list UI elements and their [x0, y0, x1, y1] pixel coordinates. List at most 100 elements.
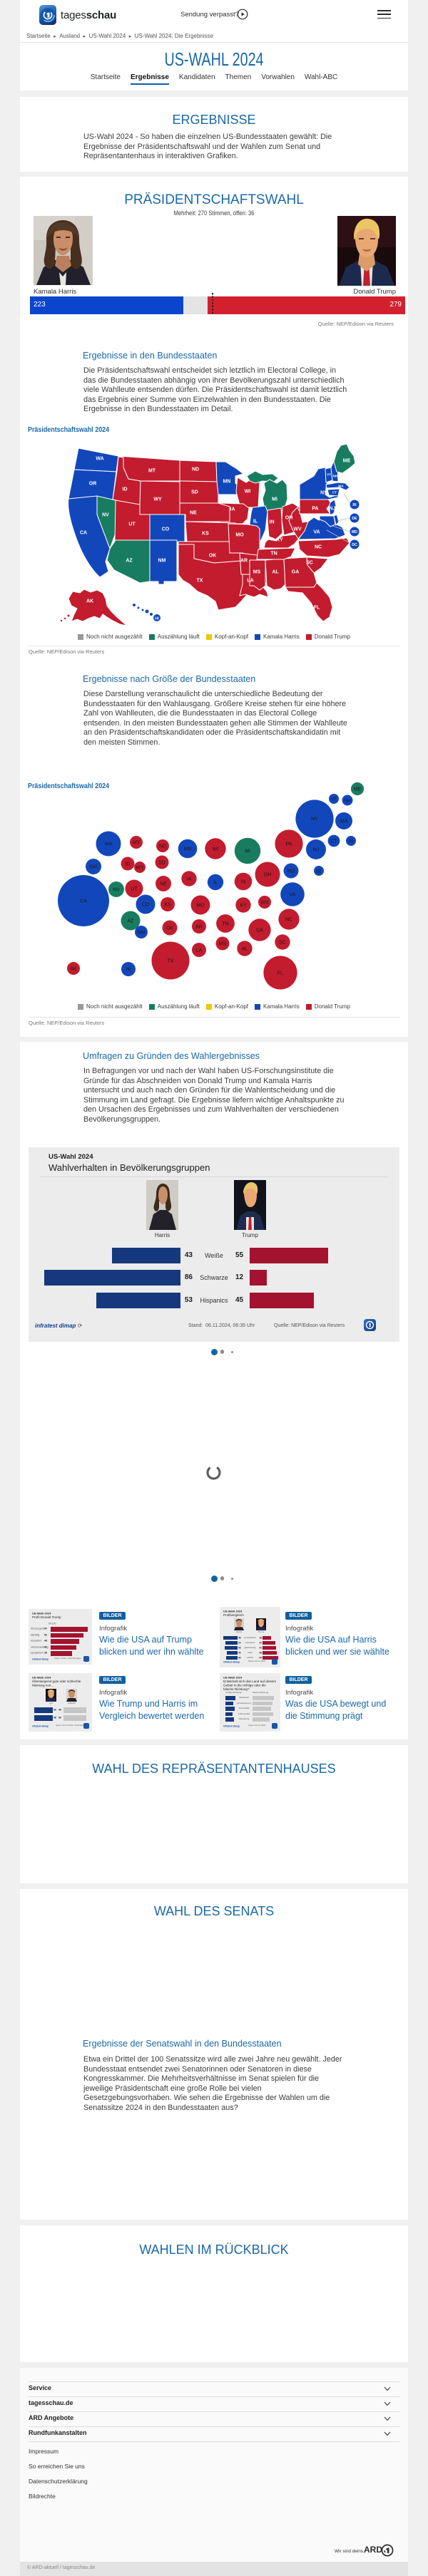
- svg-text:MN: MN: [184, 847, 192, 852]
- svg-text:ID: ID: [126, 862, 131, 867]
- svg-text:OK: OK: [209, 553, 217, 558]
- svg-text:HI: HI: [126, 967, 131, 972]
- svg-text:OH: OH: [285, 515, 293, 520]
- svg-text:MI: MI: [245, 849, 250, 854]
- svg-text:SC: SC: [279, 940, 286, 945]
- svg-text:MA: MA: [338, 485, 344, 488]
- svg-text:KS: KS: [202, 531, 209, 536]
- svg-text:WI: WI: [213, 847, 219, 852]
- svg-text:KS: KS: [164, 902, 171, 907]
- svg-text:VA: VA: [313, 529, 320, 534]
- svg-text:WY: WY: [153, 497, 162, 502]
- svg-text:AK: AK: [86, 599, 93, 604]
- svg-text:VT: VT: [327, 473, 331, 477]
- svg-text:NM: NM: [158, 558, 166, 563]
- svg-text:MO: MO: [235, 532, 244, 537]
- svg-text:OR: OR: [89, 481, 97, 486]
- svg-text:LA: LA: [196, 948, 203, 953]
- svg-text:TN: TN: [270, 551, 277, 556]
- svg-text:CT: CT: [332, 491, 337, 495]
- svg-text:NE: NE: [160, 881, 167, 886]
- svg-text:MD: MD: [287, 869, 295, 874]
- svg-text:UT: UT: [131, 886, 138, 891]
- svg-text:IN: IN: [270, 519, 275, 524]
- svg-text:WV: WV: [293, 527, 302, 532]
- svg-text:TX: TX: [197, 578, 203, 583]
- svg-text:ND: ND: [192, 467, 199, 472]
- svg-text:PA: PA: [286, 842, 292, 847]
- svg-text:SD: SD: [158, 860, 165, 865]
- svg-text:CO: CO: [162, 527, 170, 532]
- svg-text:GA: GA: [292, 569, 300, 574]
- svg-text:OR: OR: [90, 864, 98, 869]
- svg-text:FL: FL: [277, 971, 283, 976]
- svg-text:IL: IL: [213, 880, 218, 885]
- svg-text:NE: NE: [190, 510, 197, 515]
- svg-text:DE: DE: [316, 869, 322, 874]
- svg-text:MS: MS: [253, 569, 261, 574]
- svg-text:ID: ID: [123, 487, 128, 492]
- svg-text:MA: MA: [340, 819, 348, 824]
- svg-text:MT: MT: [148, 468, 156, 473]
- svg-text:AR: AR: [195, 924, 203, 929]
- svg-text:AR: AR: [240, 558, 248, 563]
- svg-text:MI: MI: [272, 497, 277, 502]
- svg-text:DC: DC: [352, 543, 357, 547]
- svg-text:OK: OK: [166, 926, 173, 931]
- svg-text:NH: NH: [345, 799, 351, 803]
- svg-text:NY: NY: [311, 817, 318, 822]
- svg-text:VT: VT: [331, 797, 337, 802]
- svg-text:OH: OH: [264, 872, 272, 877]
- svg-text:AK: AK: [70, 966, 77, 971]
- svg-text:SC: SC: [306, 560, 313, 565]
- svg-text:DE: DE: [352, 517, 357, 521]
- svg-text:WA: WA: [104, 842, 112, 847]
- svg-text:TN: TN: [222, 921, 228, 926]
- svg-text:LA: LA: [247, 578, 253, 583]
- svg-text:NC: NC: [315, 544, 322, 549]
- svg-text:NH: NH: [333, 475, 338, 478]
- svg-text:MT: MT: [133, 840, 141, 845]
- svg-text:CO: CO: [142, 902, 150, 907]
- svg-text:CA: CA: [80, 530, 87, 535]
- svg-text:ND: ND: [159, 844, 166, 849]
- svg-text:CT: CT: [330, 839, 337, 844]
- svg-text:PA: PA: [312, 506, 318, 511]
- svg-text:VA: VA: [290, 892, 296, 897]
- svg-text:AL: AL: [272, 569, 279, 574]
- svg-text:WY: WY: [136, 865, 144, 870]
- svg-text:IN: IN: [241, 879, 246, 884]
- svg-text:MS: MS: [219, 941, 227, 946]
- svg-text:KY: KY: [276, 537, 283, 542]
- svg-text:UT: UT: [128, 522, 136, 527]
- svg-text:RI: RI: [349, 839, 353, 844]
- svg-text:NM: NM: [138, 930, 146, 935]
- svg-text:MN: MN: [223, 479, 231, 484]
- svg-text:NC: NC: [285, 917, 292, 922]
- svg-text:ME: ME: [354, 787, 362, 792]
- svg-text:TX: TX: [168, 958, 174, 963]
- svg-text:IL: IL: [253, 519, 258, 524]
- svg-text:IA: IA: [187, 876, 192, 881]
- svg-text:HI: HI: [155, 617, 159, 621]
- svg-text:NV: NV: [102, 512, 109, 517]
- svg-text:WA: WA: [96, 456, 103, 461]
- svg-text:RI: RI: [352, 503, 357, 507]
- svg-text:ME: ME: [343, 458, 351, 463]
- svg-text:NY: NY: [320, 490, 327, 495]
- svg-text:IA: IA: [230, 507, 235, 512]
- svg-text:MD: MD: [352, 530, 357, 534]
- svg-text:AZ: AZ: [126, 558, 133, 563]
- svg-text:KY: KY: [240, 903, 247, 908]
- svg-text:MO: MO: [196, 903, 205, 908]
- svg-text:WV: WV: [260, 900, 269, 905]
- svg-text:NJ: NJ: [330, 506, 336, 511]
- svg-text:NJ: NJ: [313, 847, 320, 852]
- svg-text:FL: FL: [314, 605, 320, 610]
- svg-text:WI: WI: [245, 489, 251, 494]
- svg-text:SD: SD: [191, 490, 198, 495]
- svg-text:NV: NV: [113, 887, 120, 892]
- svg-text:AL: AL: [242, 946, 248, 951]
- svg-text:CA: CA: [80, 899, 87, 904]
- svg-text:GA: GA: [256, 928, 263, 933]
